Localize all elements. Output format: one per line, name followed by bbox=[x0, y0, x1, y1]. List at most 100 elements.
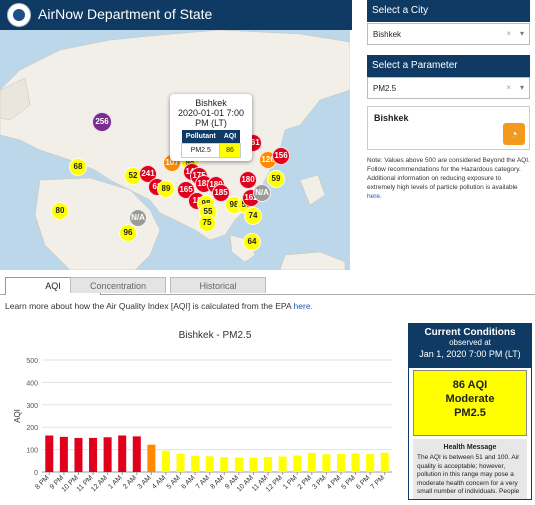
tab-concentration[interactable]: Concentration bbox=[70, 277, 166, 293]
map-marker[interactable]: 74 bbox=[244, 207, 262, 225]
y-tick-label: 200 bbox=[26, 425, 38, 432]
popup-col-pollutant: Pollutant bbox=[181, 130, 220, 144]
y-tick-label: 300 bbox=[26, 403, 38, 410]
parameter-select[interactable]: PM2.5 × ▾ bbox=[367, 77, 530, 99]
chart-bar bbox=[336, 453, 345, 472]
cc-time: Jan 1, 2020 7:00 PM (LT) bbox=[419, 349, 521, 359]
clear-icon[interactable]: × bbox=[506, 29, 511, 38]
chart-bar bbox=[118, 435, 127, 472]
note-link[interactable]: here. bbox=[367, 193, 382, 200]
map-marker[interactable]: 59 bbox=[267, 170, 285, 188]
current-conditions-panel: Current Conditions observed at Jan 1, 20… bbox=[408, 323, 532, 500]
map-marker[interactable]: 75 bbox=[198, 214, 216, 232]
chart-bar bbox=[89, 437, 98, 472]
y-tick-label: 0 bbox=[34, 470, 38, 477]
tab-historical[interactable]: Historical bbox=[170, 277, 266, 293]
city-select[interactable]: Bishkek × ▾ bbox=[367, 23, 530, 45]
map-marker[interactable]: 64 bbox=[243, 233, 261, 251]
map-marker[interactable]: 156 bbox=[272, 147, 290, 165]
city-name: Bishkek bbox=[374, 113, 409, 123]
chart-bar bbox=[161, 450, 170, 472]
map-marker[interactable]: 180 bbox=[239, 171, 257, 189]
city-select-value: Bishkek bbox=[373, 30, 402, 39]
chart-bar bbox=[380, 452, 389, 472]
world-map[interactable]: 2566880522416389107142869414417518316518… bbox=[0, 30, 350, 270]
map-marker[interactable]: 89 bbox=[157, 180, 175, 198]
learn-link[interactable]: here. bbox=[293, 301, 313, 311]
map-marker[interactable]: 68 bbox=[69, 158, 87, 176]
chart-bar bbox=[59, 436, 68, 472]
rss-icon[interactable]: ◔ bbox=[503, 123, 525, 145]
popup-col-aqi: AQI bbox=[219, 130, 241, 144]
x-tick-label: 1 PM bbox=[282, 474, 299, 491]
chart-bar bbox=[147, 444, 156, 472]
cc-aqi-box: 86 AQI Moderate PM2.5 bbox=[413, 370, 527, 436]
map-marker[interactable]: N/A bbox=[129, 209, 147, 227]
map-marker[interactable]: 80 bbox=[51, 202, 69, 220]
popup-city: Bishkek bbox=[195, 98, 227, 108]
city-info-box: Bishkek ◔ bbox=[367, 106, 530, 150]
chevron-down-icon[interactable]: ▾ bbox=[519, 29, 524, 38]
x-tick-label: 5 AM bbox=[166, 474, 182, 490]
popup-time: 2020-01-01 7:00 PM (LT) bbox=[177, 108, 245, 128]
tab-bar: AQI Concentration Historical bbox=[0, 277, 535, 295]
chart-bar bbox=[249, 457, 258, 472]
map-marker[interactable]: 96 bbox=[119, 224, 137, 242]
x-tick-label: 3 AM bbox=[137, 474, 153, 490]
x-tick-label: 6 AM bbox=[180, 474, 196, 490]
x-tick-label: 4 PM bbox=[326, 474, 343, 491]
chart-bar bbox=[74, 437, 83, 472]
y-tick-label: 400 bbox=[26, 380, 38, 387]
app-header: AirNow Department of State bbox=[0, 0, 352, 30]
chart-bar bbox=[220, 457, 229, 472]
chevron-down-icon[interactable]: ▾ bbox=[519, 83, 524, 92]
x-tick-label: 4 AM bbox=[151, 474, 167, 490]
city-select-header: Select a City bbox=[367, 0, 530, 22]
x-tick-label: 12 PM bbox=[265, 474, 284, 493]
note-text: Note: Values above 500 are considered Be… bbox=[367, 157, 530, 191]
chart-bar bbox=[351, 453, 360, 472]
map-marker[interactable]: N/A bbox=[253, 184, 271, 202]
health-title: Health Message bbox=[443, 444, 497, 451]
header-title: AirNow Department of State bbox=[38, 6, 213, 22]
chart-bar bbox=[103, 437, 112, 472]
chart-bar bbox=[132, 436, 141, 472]
cc-aqi-value: 86 AQI bbox=[452, 379, 488, 391]
cc-header: Current Conditions observed at Jan 1, 20… bbox=[409, 324, 531, 368]
x-tick-label: 1 AM bbox=[107, 474, 123, 490]
chart-bar bbox=[278, 456, 287, 472]
chart-bar bbox=[191, 455, 200, 472]
chart-bar bbox=[264, 456, 273, 472]
map-marker[interactable]: 256 bbox=[92, 112, 112, 132]
aqi-chart: Bishkek - PM2.5 0 100 200 300 400 500 AQI 8 PM 9 … bbox=[0, 322, 400, 500]
chart-bar bbox=[45, 435, 54, 472]
health-text: The AQI is between 51 and 100. Air quali… bbox=[417, 454, 520, 495]
chart-title: Bishkek - PM2.5 bbox=[179, 330, 252, 341]
x-tick-label: 7 AM bbox=[195, 474, 211, 490]
learn-more: Learn more about how the Air Quality Ind… bbox=[5, 301, 313, 311]
cc-pollutant: PM2.5 bbox=[454, 407, 486, 419]
popup-aqi: 86 bbox=[219, 143, 241, 158]
popup-table: Pollutant AQI PM2.5 86 bbox=[181, 130, 241, 158]
aqi-note: Note: Values above 500 are considered Be… bbox=[367, 156, 530, 201]
state-department-seal-icon bbox=[7, 3, 31, 27]
x-tick-label: 2 AM bbox=[122, 474, 138, 490]
clear-icon[interactable]: × bbox=[506, 83, 511, 92]
x-tick-label: 7 PM bbox=[370, 474, 387, 491]
popup-pollutant: PM2.5 bbox=[181, 143, 221, 158]
y-axis-label: AQI bbox=[13, 409, 22, 423]
x-tick-label: 2 PM bbox=[297, 474, 314, 491]
param-select-value: PM2.5 bbox=[373, 84, 397, 93]
x-tick-label: 6 PM bbox=[355, 474, 372, 491]
map-marker[interactable]: 185 bbox=[212, 184, 230, 202]
cc-title: Current Conditions bbox=[424, 327, 516, 338]
param-select-header: Select a Parameter bbox=[367, 55, 530, 77]
chart-bar bbox=[293, 455, 302, 472]
chart-bar bbox=[176, 453, 185, 472]
x-tick-label: 12 AM bbox=[90, 474, 109, 493]
chart-bar bbox=[322, 454, 331, 472]
cc-category: Moderate bbox=[445, 393, 495, 405]
chart-bar bbox=[366, 454, 375, 472]
x-tick-label: 3 PM bbox=[311, 474, 328, 491]
